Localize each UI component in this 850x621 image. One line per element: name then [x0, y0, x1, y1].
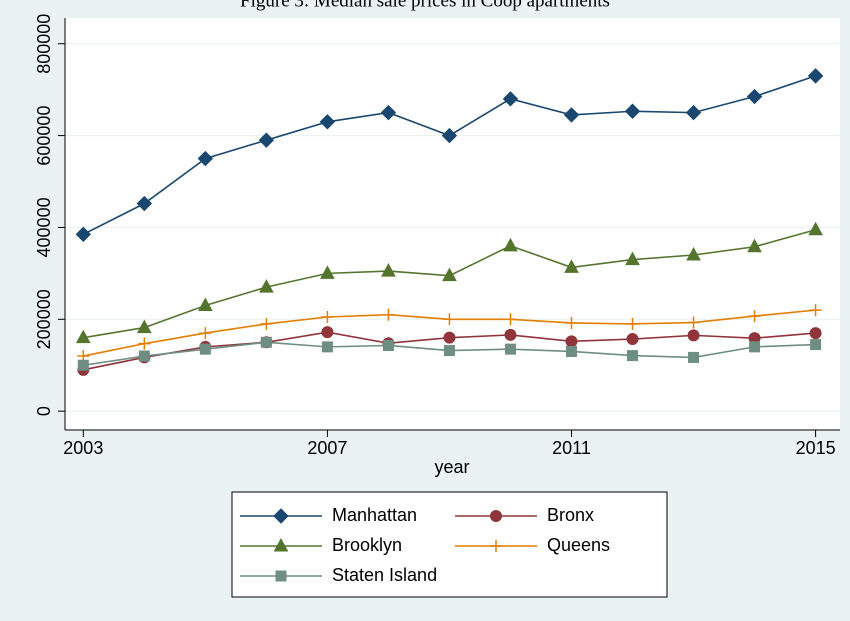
- marker: [321, 311, 334, 324]
- marker: [688, 351, 700, 363]
- legend-label: Queens: [547, 535, 610, 555]
- marker: [441, 127, 458, 144]
- marker: [504, 328, 517, 341]
- y-tick-label: 600000: [34, 106, 54, 166]
- y-tick-label: 800000: [34, 14, 54, 74]
- marker: [273, 508, 289, 524]
- x-tick-label: 2015: [796, 438, 836, 458]
- marker: [443, 313, 456, 326]
- marker: [382, 308, 395, 321]
- marker: [490, 540, 502, 552]
- legend-label: Brooklyn: [332, 535, 402, 555]
- marker: [490, 510, 502, 522]
- marker: [503, 237, 518, 252]
- legend: [231, 491, 668, 598]
- marker: [258, 132, 275, 148]
- marker: [382, 339, 394, 351]
- marker: [810, 339, 822, 351]
- marker: [624, 103, 641, 119]
- y-tick-label: 0: [34, 406, 54, 416]
- marker: [273, 537, 289, 552]
- marker: [685, 104, 702, 121]
- marker: [504, 343, 516, 355]
- y-tick-label: 200000: [34, 289, 54, 349]
- marker: [565, 335, 578, 348]
- marker: [747, 238, 762, 253]
- marker: [75, 329, 91, 344]
- marker: [564, 259, 579, 273]
- marker: [321, 341, 333, 353]
- x-tick-label: 2007: [307, 438, 347, 458]
- marker: [197, 150, 214, 167]
- marker: [746, 88, 763, 105]
- marker: [138, 337, 151, 350]
- marker: [136, 319, 152, 334]
- y-tick-label: 400000: [34, 197, 54, 257]
- x-tick-label: 2011: [552, 438, 591, 458]
- marker: [809, 304, 822, 317]
- legend-label: Bronx: [547, 505, 594, 525]
- marker: [260, 317, 273, 330]
- x-axis-label: year: [434, 457, 469, 477]
- marker: [380, 104, 397, 121]
- legend-label: Manhattan: [332, 505, 417, 525]
- marker: [687, 329, 700, 342]
- marker: [77, 359, 89, 371]
- marker: [626, 333, 639, 346]
- marker: [809, 327, 822, 340]
- marker: [259, 279, 274, 293]
- marker: [381, 263, 396, 277]
- plot-area: [65, 18, 840, 430]
- marker: [442, 267, 457, 282]
- marker: [687, 316, 700, 329]
- marker: [502, 91, 519, 107]
- marker: [443, 345, 455, 357]
- marker: [625, 251, 640, 266]
- marker: [749, 341, 761, 353]
- marker: [563, 107, 580, 123]
- marker: [565, 316, 578, 329]
- marker: [807, 68, 824, 84]
- marker: [199, 343, 211, 355]
- marker: [626, 317, 639, 330]
- marker: [808, 221, 823, 236]
- marker: [199, 327, 212, 340]
- marker: [320, 265, 335, 279]
- marker: [627, 350, 639, 362]
- marker: [686, 246, 701, 261]
- marker: [198, 297, 213, 312]
- marker: [504, 313, 517, 326]
- marker: [275, 570, 287, 582]
- marker: [75, 226, 92, 243]
- x-tick-label: 2003: [63, 438, 103, 458]
- marker: [321, 326, 334, 339]
- marker: [748, 310, 761, 323]
- marker: [260, 336, 272, 348]
- marker: [565, 345, 577, 357]
- marker: [136, 195, 153, 212]
- legend-label: Staten Island: [332, 565, 437, 585]
- marker: [138, 350, 150, 362]
- chart-title: Figure 3: Median sale prices in Coop apa…: [240, 0, 610, 11]
- marker: [319, 114, 336, 130]
- marker: [443, 331, 456, 344]
